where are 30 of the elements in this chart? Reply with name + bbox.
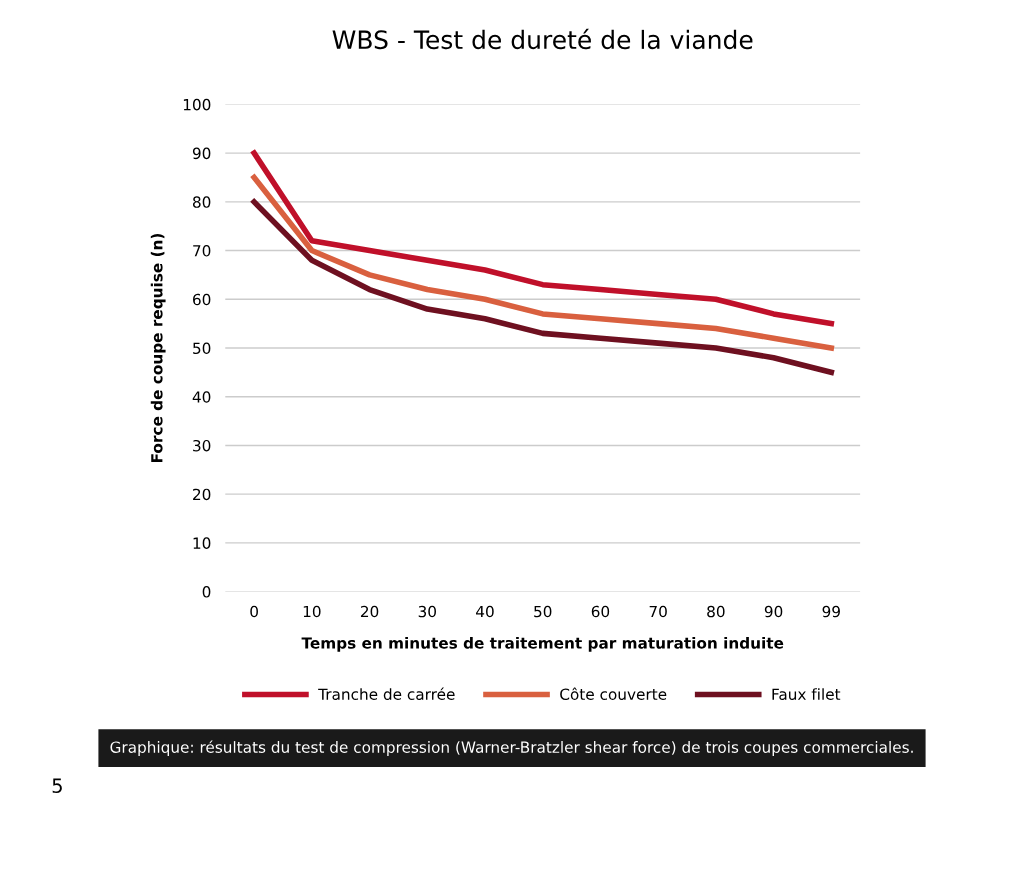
- y-tick-label: 70: [193, 245, 211, 257]
- y-tick-label: 0: [202, 586, 211, 598]
- x-tick-label: 50: [534, 605, 552, 618]
- y-tick-label: 100: [183, 98, 211, 111]
- x-tick-label: 60: [591, 605, 610, 618]
- x-tick-label: 0: [250, 605, 258, 618]
- x-tick-label: 90: [764, 605, 783, 618]
- chart-title: WBS - Test de dureté de la viande: [332, 28, 753, 50]
- text: Graphique: résultats du test de compression (Warner-Bratzler shear force) de trois coupes commerciales.: [110, 740, 913, 756]
- x-axis-title: Temps en minutes de traitement par maturation induite: [301, 636, 784, 652]
- legend-label: Côte couverte: [560, 687, 667, 700]
- y-tick-label: 10: [193, 537, 211, 549]
- legend-label: Faux filet: [772, 688, 841, 700]
- x-tick-label: 20: [360, 605, 379, 618]
- x-tick-label: 70: [649, 605, 667, 618]
- text: 5: [52, 778, 62, 793]
- x-tick-label: 40: [476, 605, 494, 618]
- y-tick-label: 80: [192, 196, 211, 208]
- y-tick-label: 90: [192, 147, 211, 160]
- y-tick-label: 60: [193, 293, 211, 306]
- y-tick-label: 50: [193, 342, 211, 355]
- x-tick-label: 80: [707, 605, 725, 618]
- x-tick-label: 99: [822, 605, 840, 618]
- x-tick-label: 30: [418, 605, 436, 618]
- y-tick-label: 30: [193, 439, 211, 452]
- y-axis-title: Force de coupe requise (n): [150, 233, 166, 462]
- legend-label: Tranche de carrée: [318, 687, 455, 700]
- y-tick-label: 20: [193, 488, 211, 501]
- x-tick-label: 10: [303, 605, 321, 618]
- y-tick-label: 40: [192, 391, 211, 403]
